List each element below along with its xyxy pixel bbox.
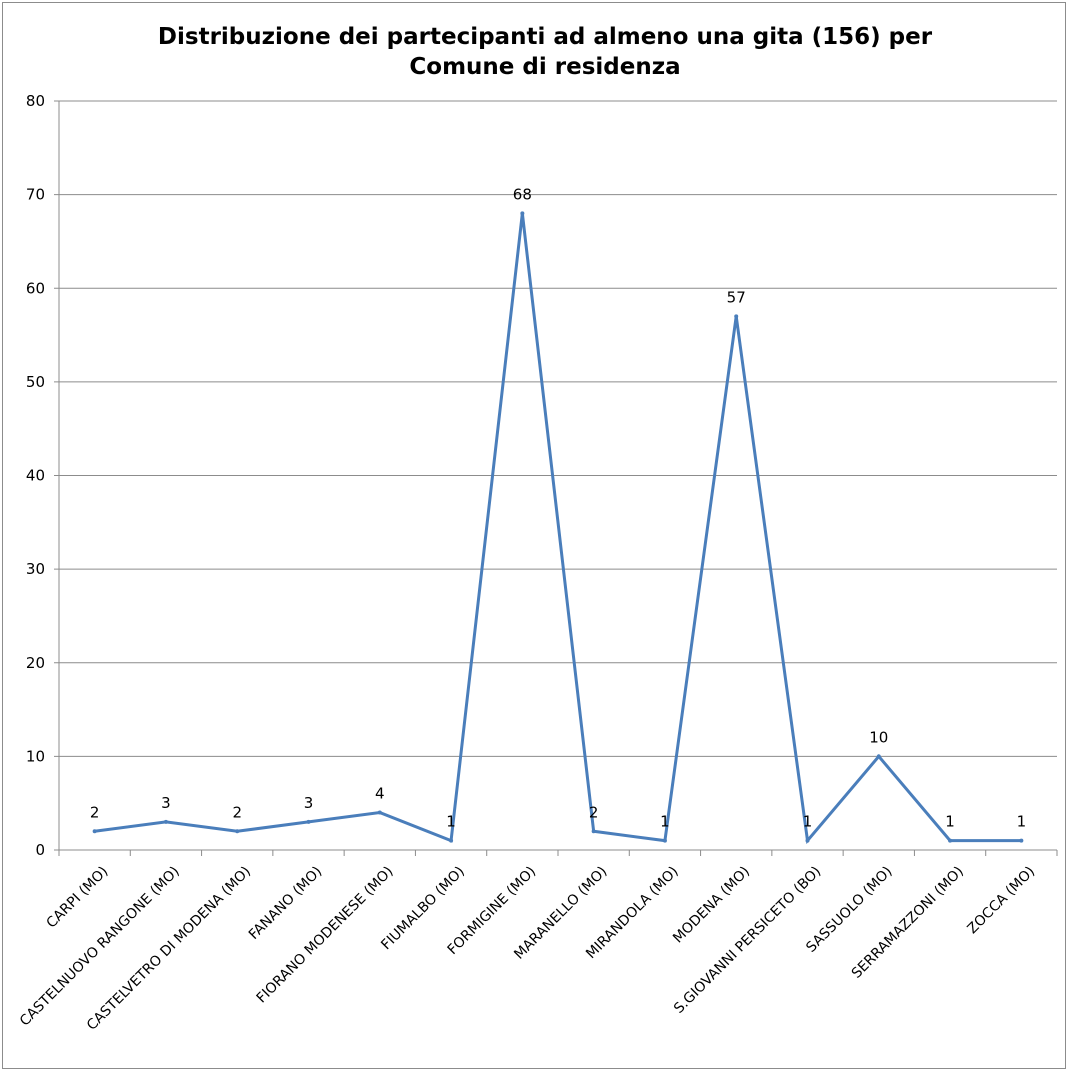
chart-title-line-2: Comune di residenza [409,54,680,80]
data-point [876,754,881,759]
x-axis: CARPI (MO)CASTELNUOVO RANGONE (MO)CASTEL… [17,849,1058,1034]
y-tick-label: 60 [26,279,45,297]
series-line [92,211,1024,845]
y-tick-label: 50 [26,373,45,391]
x-tick-label: CARPI (MO) [44,864,112,932]
data-point [235,829,240,834]
data-point [662,838,667,843]
data-point [805,838,810,843]
data-label: 2 [90,803,100,821]
y-tick-label: 10 [26,747,45,765]
data-point [948,838,953,843]
data-label: 2 [589,803,599,821]
data-label: 1 [660,813,670,831]
y-tick-label: 30 [26,560,45,578]
data-point [163,819,168,824]
data-point [377,810,382,815]
data-point [520,211,525,216]
data-label: 2 [232,803,242,821]
data-label: 1 [446,813,456,831]
gridlines [59,100,1057,757]
y-tick-label: 20 [26,654,45,672]
data-label: 1 [945,813,955,831]
data-point [591,829,596,834]
x-tick-label: S.GIOVANNI PERSICETO (BO) [671,864,824,1017]
data-label: 57 [727,288,746,306]
data-label: 3 [161,794,171,812]
data-label: 1 [803,813,813,831]
data-label: 4 [375,785,385,803]
series-polyline [94,213,1022,845]
x-tick-label: CASTELNUOVO RANGONE (MO) [17,864,183,1030]
data-label: 1 [1017,813,1027,831]
x-tick-label: FIORANO MODENESE (MO) [254,864,397,1007]
y-tick-label: 40 [26,467,45,485]
x-tick-label: MODENA (MO) [670,864,753,947]
x-tick-label: FANANO (MO) [246,864,325,943]
data-point [1019,838,1024,843]
x-tick-label: CASTELVETRO DI MODENA (MO) [84,864,254,1034]
data-label: 68 [513,185,532,203]
data-point [306,819,311,824]
data-label: 3 [304,794,314,812]
data-labels: 2 3 2 3 4 1 68 2 1 57 1 10 1 1 [90,185,1026,830]
y-tick-label: 70 [26,186,45,204]
x-tick-label: ZOCCA (MO) [964,864,1038,938]
data-point [449,838,454,843]
y-tick-label: 80 [26,92,45,110]
chart-title-line-1: Distribuzione dei partecipanti ad almeno… [158,24,933,50]
y-axis: 0 10 20 30 40 50 60 70 80 [26,92,60,859]
y-tick-label: 0 [35,841,45,859]
data-label: 10 [869,728,888,746]
data-point [734,314,739,319]
data-point [92,829,97,834]
